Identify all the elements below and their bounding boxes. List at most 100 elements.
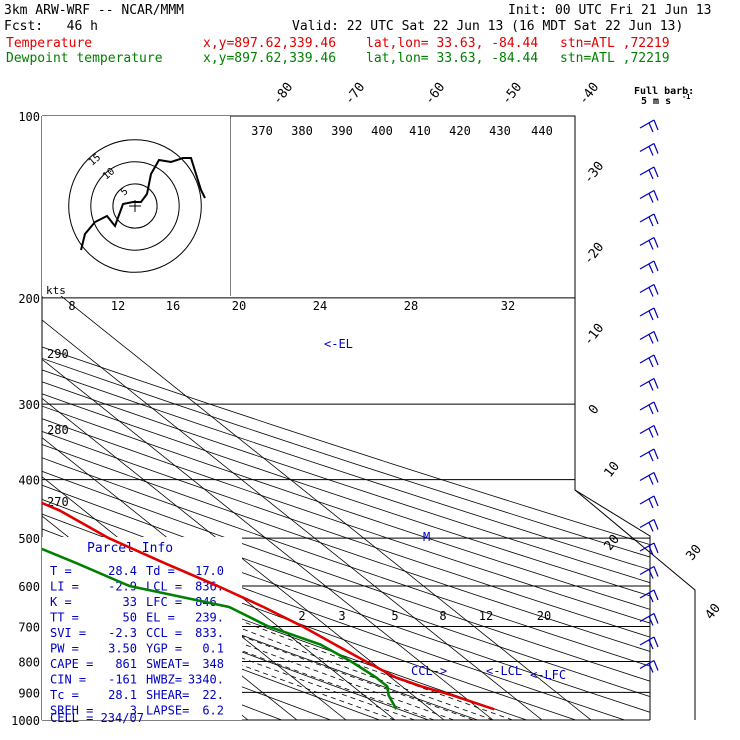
dry-adiabat-label: 380 <box>291 124 313 138</box>
parcel-label: SVI = <box>50 626 86 640</box>
mixing-ratio-label: 28 <box>404 299 418 313</box>
series-line <box>42 116 398 710</box>
mixing-ratio-label: 12 <box>111 299 125 313</box>
wind-barb-staff <box>639 589 655 599</box>
wind-barb-staff <box>639 565 655 576</box>
wind-barb-staff <box>639 283 655 294</box>
parcel-label: K = <box>50 595 72 609</box>
wind-barb-staff <box>639 424 655 435</box>
wind-barb-flag <box>653 237 659 248</box>
series-line <box>42 116 495 711</box>
wind-barb-flag <box>648 475 654 485</box>
isotherm-line <box>42 116 494 720</box>
dry-adiabat-label: 410 <box>409 124 431 138</box>
wind-barb-staff <box>639 401 655 411</box>
temperature-legend: Temperature <box>6 36 93 51</box>
wind-barb-flag <box>653 354 659 366</box>
dry-adiabat-line <box>42 116 650 720</box>
level-annotation: M <box>423 530 430 544</box>
moist-adiabat-line <box>42 297 454 720</box>
pressure-tick-label: 600 <box>18 580 40 594</box>
dry-adiabat-line <box>42 116 650 720</box>
parcel-value: 3.50 <box>108 642 137 656</box>
parcel-value: 22. <box>202 688 224 702</box>
dry-adiabat-line <box>42 116 650 720</box>
wind-barb-staff <box>639 119 655 129</box>
wind-barb-flag <box>648 498 654 509</box>
temperature-latlon: lat,lon= 33.63, -84.44 <box>366 36 539 51</box>
dry-adiabat-label: 420 <box>449 124 471 138</box>
wind-barb-staff <box>639 542 655 552</box>
mixing-ratio-label: 32 <box>501 299 515 313</box>
wind-barb-flag <box>648 146 654 156</box>
wind-barb-flag <box>648 240 654 250</box>
dry-adiabat-line <box>42 116 650 720</box>
wind-barb-flag <box>648 357 654 368</box>
parcel-label: SREH = <box>50 704 93 718</box>
forecast-hour: Fcst: 46 h <box>4 19 98 34</box>
parcel-value: 3340. <box>188 673 224 687</box>
isotherm-label: 30 <box>684 542 705 564</box>
level-annotation: <-LCL <box>486 664 522 678</box>
wind-barb-staff <box>639 330 655 341</box>
moist-adiabat-line <box>42 297 474 720</box>
wind-barb-flag <box>648 639 654 650</box>
hodograph-kts-label: kts <box>46 284 66 297</box>
hodograph-ring <box>90 161 180 251</box>
mixing-ratio-label: 8 <box>68 299 75 313</box>
dry-adiabat-label: 430 <box>489 124 511 138</box>
dewpoint-xy: x,y=897.62,339.46 <box>203 51 337 66</box>
wind-barb-flag <box>648 428 654 438</box>
isotherm-label: 40 <box>703 601 724 623</box>
dry-adiabat-line <box>42 116 650 720</box>
moist-adiabat-line <box>42 297 396 720</box>
dry-adiabat-line <box>42 116 380 720</box>
wind-barb-flag <box>648 522 654 532</box>
mixing-ratio-label: 20 <box>232 299 246 313</box>
parcel-value: 861 <box>115 657 137 671</box>
wind-barb-flag <box>653 213 659 225</box>
parcel-value: -2.9 <box>108 580 137 594</box>
parcel-label: TT = <box>50 611 79 625</box>
pressure-tick-label: 800 <box>18 655 40 669</box>
parcel-label: SHEAR= <box>146 688 189 702</box>
wind-barb-flag <box>653 284 659 295</box>
wind-barb-flag <box>653 472 659 483</box>
temperature-xy: x,y=897.62,339.46 <box>203 36 337 51</box>
pressure-tick-label: 1000 <box>11 714 40 728</box>
wind-barb-flag <box>653 425 659 436</box>
isotherm-line <box>42 116 396 720</box>
pressure-tick-label: 500 <box>18 532 40 546</box>
valid-time: Valid: 22 UTC Sat 22 Jun 13 (16 MDT Sat … <box>292 19 684 34</box>
wind-barb-flag <box>648 451 654 462</box>
pressure-tick-label: 100 <box>18 110 40 124</box>
wind-barb-flag <box>653 143 659 154</box>
parcel-label: YGP = <box>146 642 182 656</box>
isotherm-label: -50 <box>499 80 525 108</box>
moist-adiabat-line <box>42 297 494 720</box>
wind-barb-flag <box>648 169 654 180</box>
wind-barb-flag <box>653 401 659 413</box>
parcel-label: CIN = <box>50 673 86 687</box>
wind-barb-flag <box>653 519 659 530</box>
wind-barb-flag <box>653 542 659 554</box>
parcel-value: 28.1 <box>108 688 137 702</box>
dry-adiabat-label: 440 <box>531 124 553 138</box>
dry-adiabat-line <box>42 116 650 720</box>
level-annotation: <-EL <box>324 337 353 351</box>
mixing-ratio-label: 5 <box>391 609 398 623</box>
wind-barb-flag <box>648 122 654 133</box>
parcel-info-box: Parcel Info T = 28.4 Td = 17.0LI = -2.9 LCL =… <box>42 537 242 725</box>
wind-barb-flag <box>653 331 659 342</box>
level-annotations: <-EL M CCL-> <-LCL <-LFC <box>324 337 566 682</box>
wind-barb-flag <box>653 378 659 389</box>
sounding-series <box>42 116 495 711</box>
parcel-label: PW = <box>50 642 79 656</box>
hodograph-ring <box>112 183 158 229</box>
pressure-tick-label: 700 <box>18 620 40 634</box>
mixing-ratio-label: 12 <box>479 609 493 623</box>
